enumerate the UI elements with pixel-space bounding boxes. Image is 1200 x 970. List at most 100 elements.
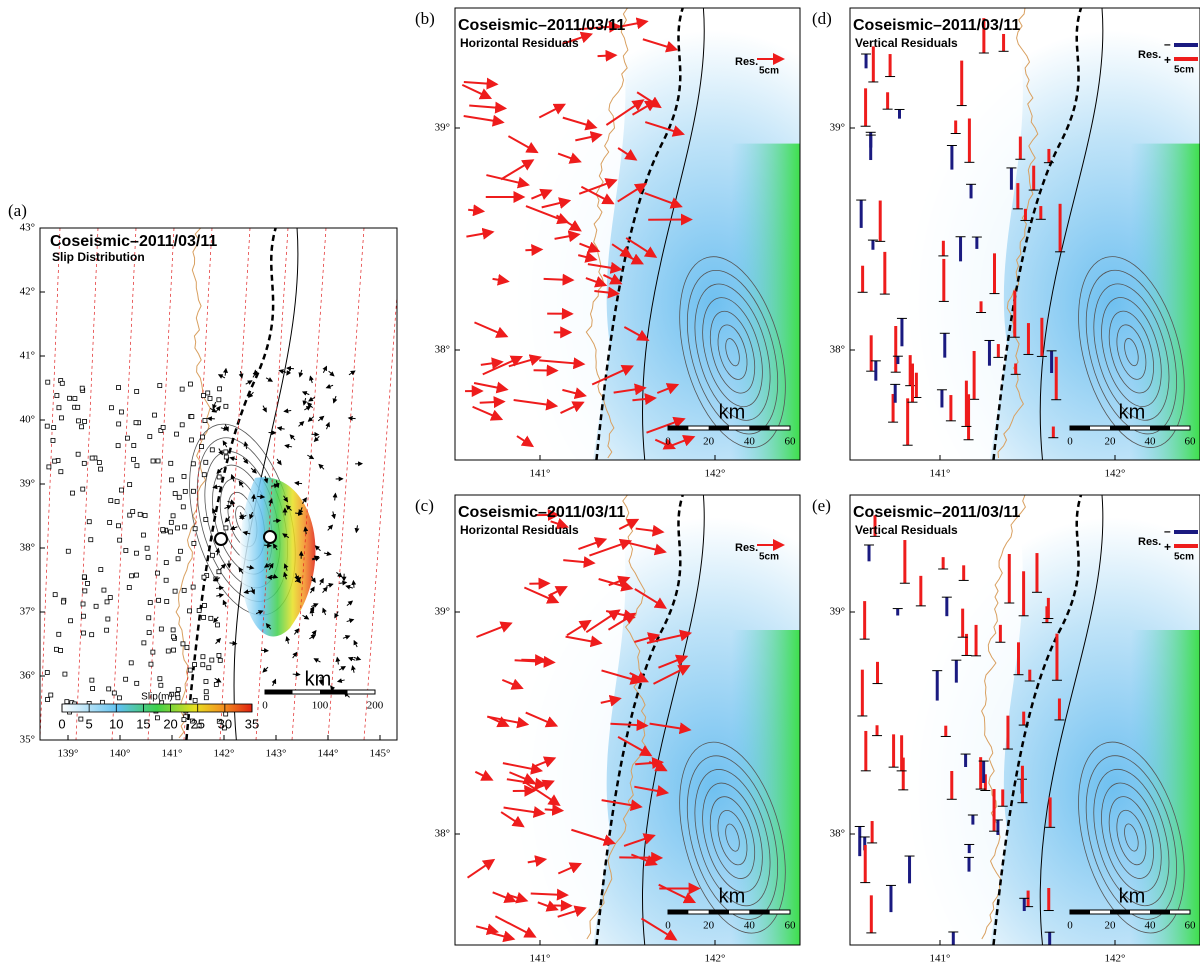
- gps-station: [177, 495, 181, 499]
- scale-tick-label: 20: [703, 920, 715, 932]
- panel-subtitle: Vertical Residuals: [855, 36, 958, 50]
- y-tick-label: 40°: [20, 414, 35, 426]
- gps-station: [99, 467, 103, 471]
- residual-arrow: [545, 809, 562, 810]
- gps-station: [169, 530, 173, 534]
- scale-tick-label: 40: [744, 920, 756, 932]
- legend-scale: 5cm: [759, 66, 779, 77]
- gps-station: [97, 461, 101, 465]
- gps-station: [182, 718, 186, 722]
- gps-station: [217, 475, 221, 479]
- scale-bar-segment: [668, 910, 688, 914]
- gps-station: [159, 683, 163, 687]
- gps-station: [217, 570, 221, 574]
- residual-arrow: [544, 279, 573, 280]
- gps-station: [224, 404, 228, 408]
- colorbar-title: Slip(m): [141, 692, 173, 703]
- scale-bar-segment: [1150, 426, 1170, 430]
- gps-station: [189, 438, 193, 442]
- x-tick-label: 142°: [705, 468, 726, 480]
- x-tick-label: 143°: [266, 748, 287, 760]
- gps-station: [224, 455, 228, 459]
- gps-station: [173, 589, 177, 593]
- legend-label: Res.: [1138, 536, 1161, 548]
- map-panel: (d) Coseismic–2011/03/11 Vertical Residual…: [812, 8, 1200, 480]
- scale-unit: km: [719, 401, 746, 423]
- panel-label: (e): [812, 496, 831, 515]
- scale-unit: km: [1119, 401, 1146, 423]
- gps-station: [171, 635, 175, 639]
- scale-tick-label: 200: [367, 700, 384, 712]
- gps-station: [59, 649, 63, 653]
- panel-label: (c): [415, 496, 434, 515]
- gps-station: [108, 596, 112, 600]
- gps-station: [158, 384, 162, 388]
- scale-unit: km: [305, 668, 332, 690]
- gps-station: [112, 691, 116, 695]
- gps-station: [171, 628, 175, 632]
- x-tick-label: 142°: [1105, 468, 1126, 480]
- gps-station: [217, 398, 221, 402]
- gps-station: [47, 465, 51, 469]
- gps-station: [202, 603, 206, 607]
- gps-station: [204, 517, 208, 521]
- x-tick-label: 140°: [110, 748, 131, 760]
- scale-tick-label: 20: [703, 436, 715, 448]
- gps-station: [216, 623, 220, 627]
- residual-arrow: [598, 55, 616, 56]
- x-tick-label: 142°: [214, 748, 235, 760]
- gps-station: [146, 555, 150, 559]
- gps-station: [206, 391, 210, 395]
- epicenter: [264, 531, 276, 543]
- x-tick-label: 141°: [930, 468, 951, 480]
- colorbar-tick-label: 15: [136, 716, 150, 731]
- scale-tick-label: 0: [665, 436, 671, 448]
- map-area: [850, 8, 1200, 460]
- legend-scale: 5cm: [1174, 552, 1194, 563]
- colorbar-tick-label: 0: [58, 716, 65, 731]
- gps-station: [90, 678, 94, 682]
- x-tick-label: 142°: [705, 953, 726, 965]
- gps-station: [105, 600, 109, 604]
- gps-station: [204, 679, 208, 683]
- gps-station: [53, 459, 57, 463]
- scale-bar-segment: [1110, 910, 1130, 914]
- scale-tick-label: 100: [312, 700, 329, 712]
- scale-bar-segment: [1150, 910, 1170, 914]
- gps-station: [127, 586, 131, 590]
- y-tick-label: 42°: [20, 286, 35, 298]
- colorbar: [62, 704, 252, 712]
- land-area: [455, 495, 625, 945]
- panel-subtitle: Vertical Residuals: [855, 523, 958, 537]
- y-tick-label: 39°: [435, 606, 450, 618]
- gps-station: [164, 578, 168, 582]
- gps-station: [210, 448, 214, 452]
- gps-station: [80, 386, 84, 390]
- gps-station: [128, 483, 132, 487]
- gps-station: [63, 672, 67, 676]
- gps-station: [116, 524, 120, 528]
- gps-station: [172, 648, 176, 652]
- y-tick-label: 39°: [435, 122, 450, 134]
- gps-station: [106, 617, 110, 621]
- gps-station: [207, 666, 211, 670]
- legend-sign: +: [1164, 53, 1171, 67]
- gps-station: [142, 641, 146, 645]
- scale-unit: km: [1119, 885, 1146, 907]
- panel-label: (d): [812, 9, 832, 28]
- gps-station: [89, 538, 93, 542]
- panel-title: Coseismic–2011/03/11: [853, 17, 1020, 34]
- colorbar-tick-label: 20: [163, 716, 177, 731]
- gps-station: [82, 575, 86, 579]
- scale-tick-label: 40: [1145, 436, 1157, 448]
- gps-station: [70, 491, 74, 495]
- colorbar-tick-label: 10: [109, 716, 123, 731]
- gps-station: [82, 461, 86, 465]
- gps-station: [117, 386, 121, 390]
- gps-station: [190, 415, 194, 419]
- gps-station: [135, 464, 139, 468]
- x-tick-label: 141°: [162, 748, 183, 760]
- gps-station: [81, 487, 85, 491]
- gps-station: [204, 696, 208, 700]
- panel-title: Coseismic–2011/03/11: [50, 233, 217, 250]
